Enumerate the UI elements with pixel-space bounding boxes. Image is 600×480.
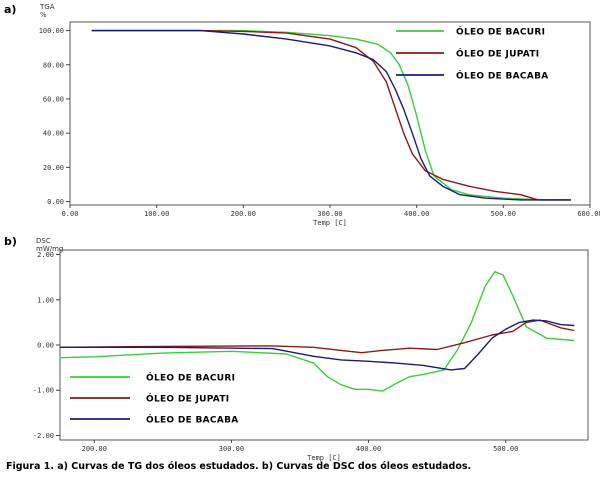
legend-label-bacuri: ÓLEO DE BACURI [146,372,235,384]
legend-label-jupati: ÓLEO DE JUPATI [456,48,539,60]
y-tick-label: 20.00 [43,164,64,172]
y-tick-label: 80.00 [43,61,64,69]
x-tick-label: 500.00 [491,210,516,218]
panel-a-ylabel: TGA [39,3,55,11]
panel-a-series [91,29,571,201]
series-line-bacaba [91,29,571,201]
series-line-jupati [91,29,571,201]
x-tick-label: 100.00 [144,210,169,218]
x-tick-label: 300.00 [219,445,244,453]
panel-b-ylabel: DSC [36,237,51,245]
x-tick-label: 300.00 [317,210,342,218]
figure-caption: Figura 1. a) Curvas de TG dos óleos estu… [6,461,471,472]
y-tick-label: 40.00 [43,130,64,138]
y-tick-label: 1.00 [37,296,54,304]
panel-b-letter: b) [4,235,17,248]
panel-b-xlabel: Temp [C] [307,454,341,462]
x-tick-label: 400.00 [356,445,381,453]
panel-a-letter: a) [4,3,16,16]
y-tick-label: -1.00 [33,387,54,395]
legend-label-bacaba: ÓLEO DE BACABA [146,414,239,426]
panel-b-ylabel-unit: mW/mg [36,245,63,253]
y-tick-label: -2.00 [33,432,54,440]
y-tick-label: 0.00 [37,342,54,350]
x-tick-label: 200.00 [82,445,107,453]
panel-a-ticks: 0.00 20.00 40.00 60.00 80.00 100.00 0.00 100.00… [39,27,600,218]
x-tick-label: 0.00 [62,210,79,218]
y-tick-label: 100.00 [39,27,64,35]
legend-label-jupati: ÓLEO DE JUPATI [146,393,229,405]
y-tick-label: 0.00 [47,198,64,206]
y-tick-label: 60.00 [43,95,64,103]
panel-b-plot-frame [59,249,589,441]
series-line-bacaba [60,319,575,371]
panel-b-dsc-chart: b) DSC mW/mg -2.00 -1.00 0.00 1.00 2.00 200.0… [4,235,589,462]
legend-label-bacuri: ÓLEO DE BACURI [456,26,545,38]
x-tick-label: 200.00 [231,210,256,218]
panel-b-series [59,271,575,392]
panel-a-tg-chart: a) TGA % 0.0020.0040.0060.0080.00100.000… [4,3,600,227]
panel-b-legend: ÓLEO DE BACURI ÓLEO DE JUPATI ÓLEO DE BACA… [70,372,239,426]
series-line-jupati [59,319,575,354]
legend-label-bacaba: ÓLEO DE BACABA [456,70,549,82]
y-tick-label: 2.00 [37,251,54,259]
series-line-bacuri [91,29,571,201]
x-tick-label: 400.00 [404,210,429,218]
series-line-bacuri [59,271,575,392]
panel-a-xlabel: Temp [C] [313,219,347,227]
panel-a-legend: ÓLEO DE BACURI ÓLEO DE JUPATI ÓLEO DE BACA… [396,26,549,82]
x-tick-label: 500.00 [493,445,518,453]
panel-b-ticks: -2.00 -1.00 0.00 1.00 2.00 200.00 300.00 400.00… [33,251,518,453]
panel-a-ylabel-unit: % [40,11,47,19]
x-tick-label: 600.00 [577,210,600,218]
